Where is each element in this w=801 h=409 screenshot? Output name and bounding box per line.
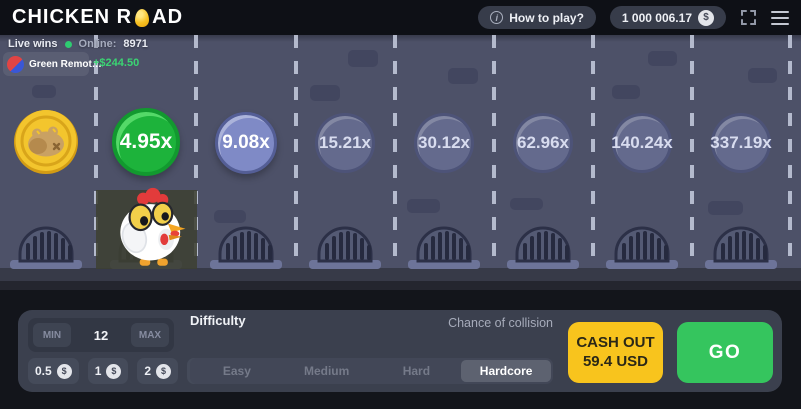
bet-amount-control: 12 MIN MAX — [28, 318, 174, 352]
live-win-item[interactable]: Green Remot… — [3, 52, 102, 76]
cash-out-amount: 59.4 USD — [582, 352, 649, 370]
quick-bet-2-button[interactable]: 2 $ — [137, 358, 179, 384]
coin-icon: $ — [156, 363, 172, 379]
quick-bet-label: 2 — [144, 364, 152, 378]
multiplier-upcoming: 62.96x — [513, 113, 573, 173]
lane-divider — [788, 35, 792, 268]
tab-hard[interactable]: Hard — [402, 364, 431, 378]
lane-divider — [492, 35, 496, 268]
currency-coin-icon: $ — [698, 9, 714, 26]
sewer-grate — [703, 226, 779, 271]
road-patch — [612, 85, 640, 99]
sewer-grate — [307, 226, 383, 271]
multiplier-value: 140.24x — [611, 133, 673, 152]
fullscreen-icon[interactable] — [740, 9, 757, 26]
lane-divider — [194, 35, 198, 268]
winner-amount: +$244.50 — [93, 57, 140, 69]
quick-bet-label: 0.5 — [35, 364, 52, 378]
multiplier-upcoming: 30.12x — [414, 113, 474, 173]
tab-hardcore[interactable]: Hardcore — [461, 360, 551, 382]
cash-out-label: CASH OUT — [576, 333, 655, 351]
multiplier-next[interactable]: 9.08x — [215, 112, 277, 174]
sewer-grate — [505, 226, 581, 271]
how-to-play-label: How to play? — [509, 10, 584, 25]
tab-medium[interactable]: Medium — [303, 364, 350, 378]
winner-name: Green Remot… — [29, 58, 102, 70]
online-count: 8971 — [123, 38, 148, 50]
road-patch — [348, 50, 378, 67]
multiplier-value: 62.96x — [517, 133, 569, 152]
lane-divider — [591, 35, 595, 268]
quick-bet-label: 1 — [94, 364, 102, 378]
sewer-grate — [208, 226, 284, 271]
road-patch — [32, 85, 56, 98]
chance-of-collision-label: Chance of collision — [448, 316, 553, 330]
winner-avatar — [7, 55, 24, 73]
online-label: Online: — [78, 38, 117, 50]
bet-value: 12 — [93, 327, 109, 343]
road-patch — [407, 199, 440, 213]
logo-text-left: CHICKEN R — [12, 6, 133, 28]
chicken-character — [120, 187, 186, 266]
road-curb — [0, 268, 801, 281]
go-button[interactable]: GO — [677, 322, 773, 383]
info-icon: i — [490, 11, 504, 24]
quick-bet-0.5-button[interactable]: 0.5 $ — [28, 358, 79, 384]
balance-display[interactable]: 1 000 006.17 $ — [609, 6, 726, 29]
collected-coin-icon — [14, 110, 78, 174]
control-bar: 12 MIN MAX 0.5 $ 1 $ 2 $ 7 — [0, 290, 801, 409]
online-dot-icon — [64, 40, 72, 48]
road-patch — [510, 198, 543, 210]
game-field: Live wins Online: 8971 Green Remot… +$24… — [0, 35, 801, 290]
top-bar-actions: i How to play? 1 000 006.17 $ — [478, 6, 789, 29]
how-to-play-button[interactable]: i How to play? — [478, 6, 596, 29]
multiplier-upcoming: 140.24x — [611, 113, 673, 173]
multiplier-upcoming: 15.21x — [315, 113, 375, 173]
coin-icon: $ — [106, 363, 122, 379]
difficulty-label: Difficulty — [190, 313, 246, 328]
min-bet-button[interactable]: MIN — [33, 323, 71, 347]
menu-icon[interactable] — [771, 10, 789, 25]
multiplier-active[interactable]: 4.95x — [112, 108, 180, 176]
multiplier-value: 30.12x — [418, 133, 470, 152]
road-patch — [708, 201, 743, 215]
road-patch — [448, 68, 478, 84]
multiplier-value: 337.19x — [710, 133, 772, 152]
road-edge — [0, 281, 801, 290]
multiplier-value: 9.08x — [222, 132, 270, 153]
lane-divider — [94, 35, 98, 268]
road-patch — [648, 51, 677, 66]
coin-icon: $ — [56, 363, 72, 379]
logo-text-right: AD — [152, 6, 184, 28]
sewer-grate — [8, 226, 84, 271]
sewer-grate — [604, 226, 680, 271]
egg-icon — [135, 8, 150, 27]
road-patch — [310, 85, 340, 101]
balance-value: 1 000 006.17 — [621, 10, 692, 25]
cash-out-button[interactable]: CASH OUT 59.4 USD — [568, 322, 663, 383]
road-patch — [214, 210, 246, 223]
control-panel: 12 MIN MAX 0.5 $ 1 $ 2 $ 7 — [18, 310, 782, 392]
lane-divider — [393, 35, 397, 268]
app-logo: CHICKEN R AD — [12, 6, 183, 29]
multiplier-value: 15.21x — [319, 133, 371, 152]
max-bet-button[interactable]: MAX — [131, 323, 169, 347]
live-wins-title: Live wins — [8, 38, 58, 50]
multiplier-value: 4.95x — [119, 130, 173, 153]
tab-easy[interactable]: Easy — [222, 364, 251, 378]
difficulty-selector: Easy Medium Hard Hardcore — [190, 358, 553, 384]
quick-bet-1-button[interactable]: 1 $ — [87, 358, 129, 384]
lane-divider — [690, 35, 694, 268]
top-bar: CHICKEN R AD i How to play? 1 000 006.17 … — [0, 0, 801, 35]
multiplier-upcoming: 337.19x — [710, 113, 772, 173]
live-wins-header: Live wins Online: 8971 — [8, 38, 148, 50]
lane-divider — [294, 35, 298, 268]
road-patch — [748, 68, 777, 83]
sewer-grate — [406, 226, 482, 271]
